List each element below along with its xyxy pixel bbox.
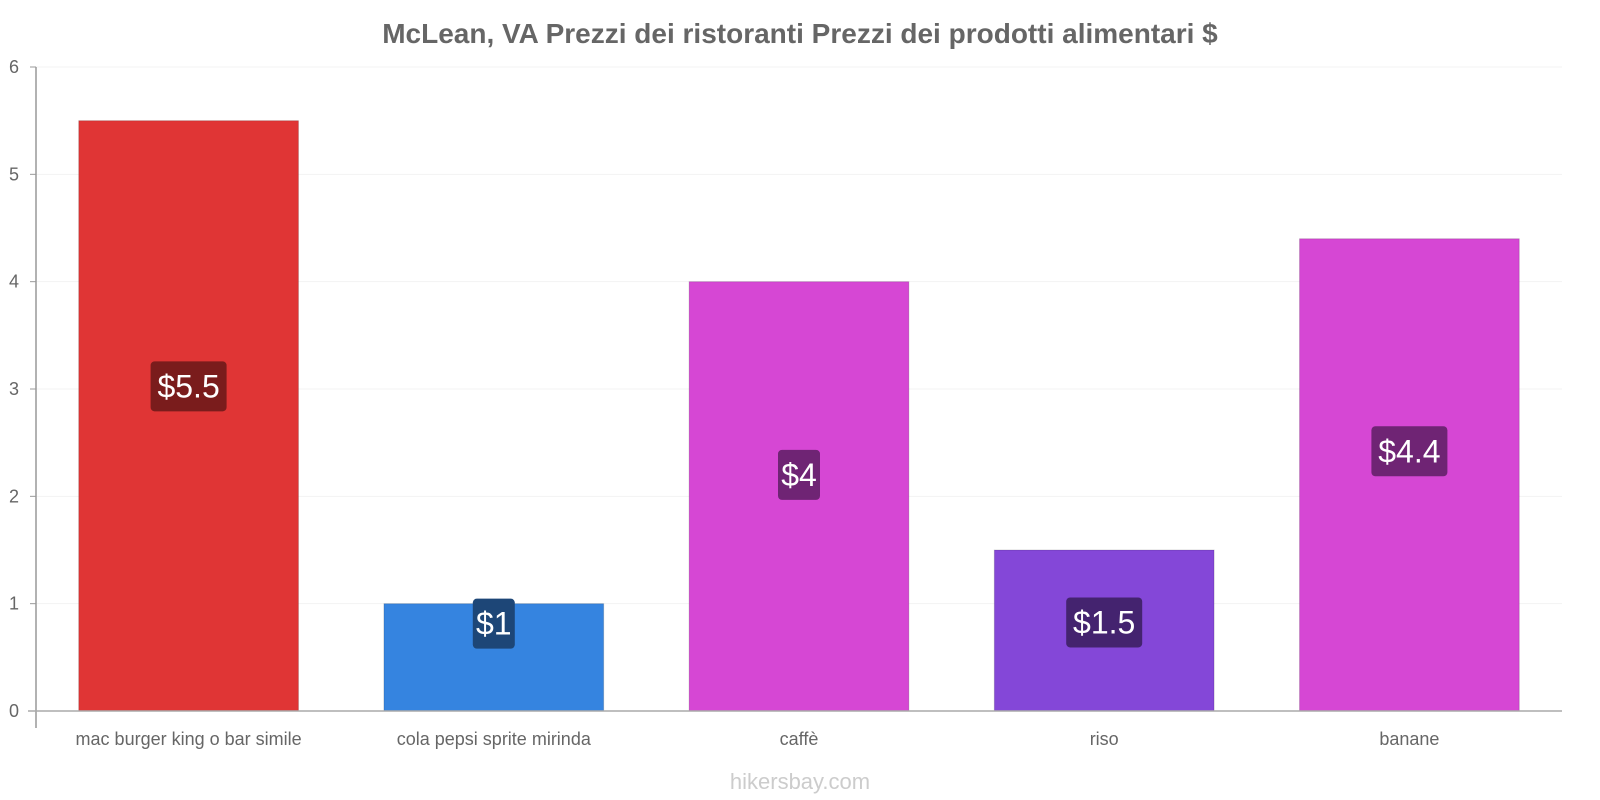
x-tick-label: banane	[1379, 729, 1439, 749]
value-label-bg	[1066, 597, 1143, 648]
value-labels: $5.5 $1 $4 $1.5 $4.4	[150, 361, 1448, 649]
value-label: $1.5	[1073, 604, 1135, 640]
value-label-bg	[150, 361, 227, 412]
axes: 0 1 2 3 4 5 6 mac burger king o bar simile cola …	[9, 57, 1562, 749]
x-tick-label: caffè	[780, 729, 819, 749]
y-tick-label: 2	[9, 486, 19, 506]
value-label: $4.4	[1378, 433, 1440, 469]
y-tick-label: 1	[9, 594, 19, 614]
value-label-bg	[472, 598, 515, 649]
chart-title: McLean, VA Prezzi dei ristoranti Prezzi …	[382, 18, 1218, 49]
value-label: $5.5	[157, 368, 219, 404]
value-label-bg	[778, 449, 820, 500]
y-tick-label: 4	[9, 272, 19, 292]
value-label-bg	[1371, 426, 1448, 477]
value-label: $1	[476, 606, 512, 642]
watermark: hikersbay.com	[730, 769, 870, 794]
y-tick-label: 3	[9, 379, 19, 399]
x-tick-label: mac burger king o bar simile	[76, 729, 302, 749]
bars	[78, 120, 1520, 712]
x-tick-label: cola pepsi sprite mirinda	[397, 729, 592, 749]
value-label: $4	[781, 457, 817, 493]
y-tick-label: 5	[9, 164, 19, 184]
y-tick-label: 6	[9, 57, 19, 77]
y-tick-label: 0	[9, 701, 19, 721]
x-tick-label: riso	[1090, 729, 1119, 749]
bar	[78, 120, 299, 712]
